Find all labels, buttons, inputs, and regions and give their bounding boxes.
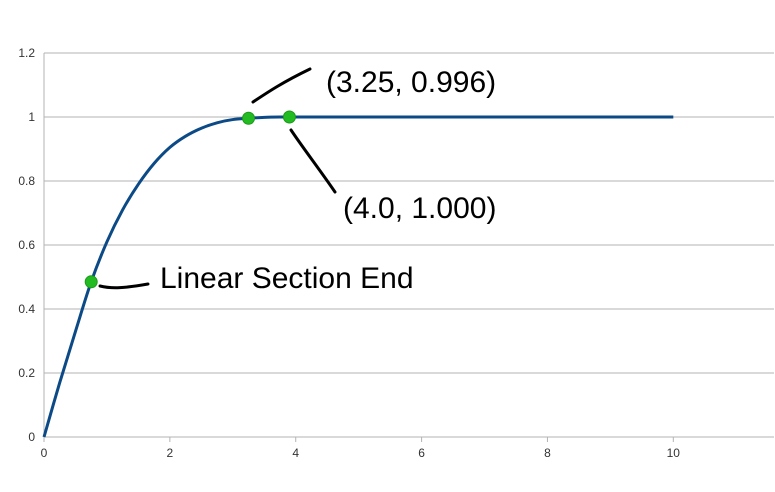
series-lines — [42, 115, 674, 438]
highlight-point — [84, 275, 98, 289]
highlight-point — [242, 111, 256, 125]
y-tick-label: 0.2 — [18, 366, 35, 380]
x-tick-label: 4 — [292, 446, 299, 460]
x-tick-label: 10 — [667, 446, 681, 460]
highlight-point — [282, 110, 296, 124]
annotation-linear-section-end: Linear Section End — [160, 262, 414, 295]
y-tick-label: 0.6 — [18, 238, 35, 252]
y-tick-label: 0.8 — [18, 174, 35, 188]
x-tick-label: 8 — [544, 446, 551, 460]
annotation-pointer-linear — [98, 282, 150, 290]
y-tick-label: 0 — [28, 430, 35, 444]
y-tick-labels: 0 0.2 0.4 0.6 0.8 1 1.2 — [18, 46, 35, 444]
y-tick-label: 1.2 — [18, 46, 35, 60]
series-line — [42, 115, 674, 438]
annotation-point-4-0: (4.0, 1.000) — [343, 192, 496, 225]
annotation-point-3-25: (3.25, 0.996) — [326, 66, 496, 99]
annotation-pointer-point2 — [289, 128, 337, 194]
highlight-points — [84, 110, 296, 289]
x-tick-label: 0 — [41, 446, 48, 460]
x-tick-labels: 0 2 4 6 8 10 — [41, 446, 681, 460]
grid-lines — [44, 52, 774, 438]
annotation-pointer-point1 — [251, 67, 312, 104]
x-tick-label: 6 — [418, 446, 425, 460]
axes — [43, 53, 774, 442]
x-tick-label: 2 — [167, 446, 174, 460]
y-tick-label: 1 — [28, 110, 35, 124]
y-tick-label: 0.4 — [18, 302, 35, 316]
